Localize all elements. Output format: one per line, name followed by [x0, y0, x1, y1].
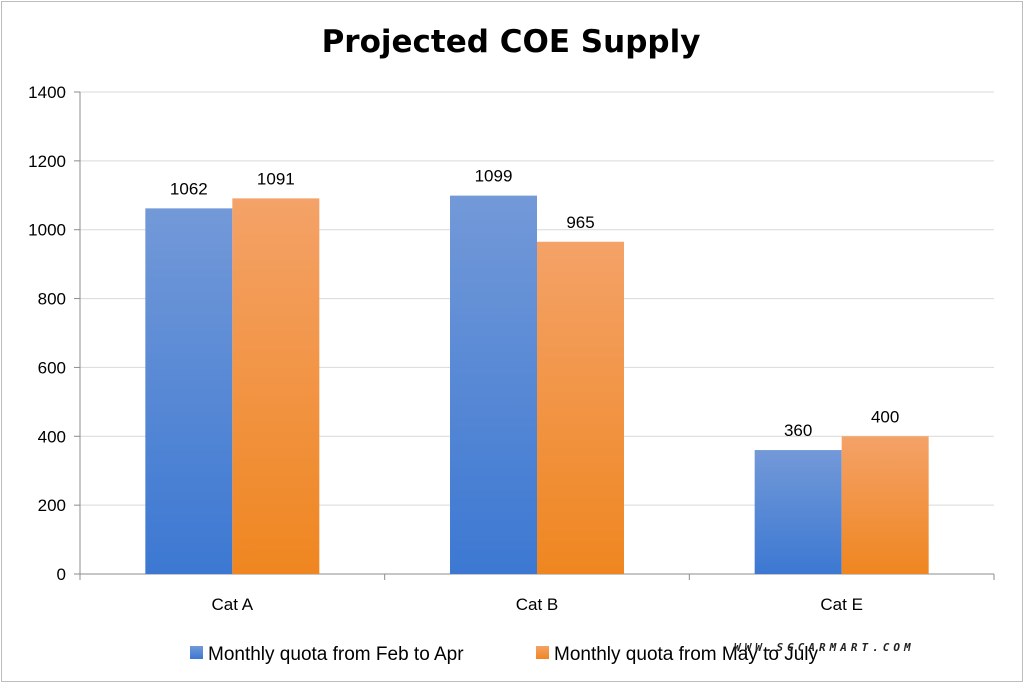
data-label: 1099	[475, 167, 513, 186]
data-label: 400	[871, 407, 899, 426]
y-tick-label: 800	[38, 290, 66, 309]
bar-feb-apr	[754, 450, 842, 574]
x-category-label: Cat B	[516, 595, 559, 614]
x-category-label: Cat E	[820, 595, 863, 614]
x-category-label: Cat A	[212, 595, 254, 614]
legend-label: Monthly quota from May to July	[554, 644, 818, 665]
y-tick-label: 400	[38, 427, 66, 446]
y-tick-label: 1400	[28, 83, 66, 102]
data-label: 1062	[170, 179, 208, 198]
y-tick-label: 0	[57, 565, 66, 584]
bar-may-july	[841, 436, 929, 574]
data-labels: 1062 1091 1099 965 360 400	[170, 167, 899, 440]
bar-may-july	[232, 198, 320, 575]
legend-swatch	[536, 646, 549, 659]
data-label: 360	[784, 421, 812, 440]
legend: Monthly quota from Feb to Apr Monthly quo…	[190, 644, 818, 665]
y-tick-label: 600	[38, 358, 66, 377]
bar-feb-apr	[450, 195, 537, 574]
bars	[145, 195, 929, 575]
chart-title: Projected COE Supply	[322, 24, 701, 60]
bar-feb-apr	[145, 208, 233, 574]
data-label: 965	[566, 213, 594, 232]
watermark-text: WWW.SGCARMART.COM	[734, 641, 915, 654]
y-tick-label: 1000	[28, 221, 66, 240]
y-tick-label: 200	[38, 496, 66, 515]
y-tick-label: 1200	[28, 152, 66, 171]
data-label: 1091	[257, 169, 295, 188]
axes: 0 200 400 600 800 1000 1200 1400 Cat A Cat B Cat E	[28, 83, 995, 614]
bar-may-july	[537, 241, 624, 574]
legend-swatch	[190, 646, 203, 659]
legend-label: Monthly quota from Feb to Apr	[208, 644, 464, 665]
